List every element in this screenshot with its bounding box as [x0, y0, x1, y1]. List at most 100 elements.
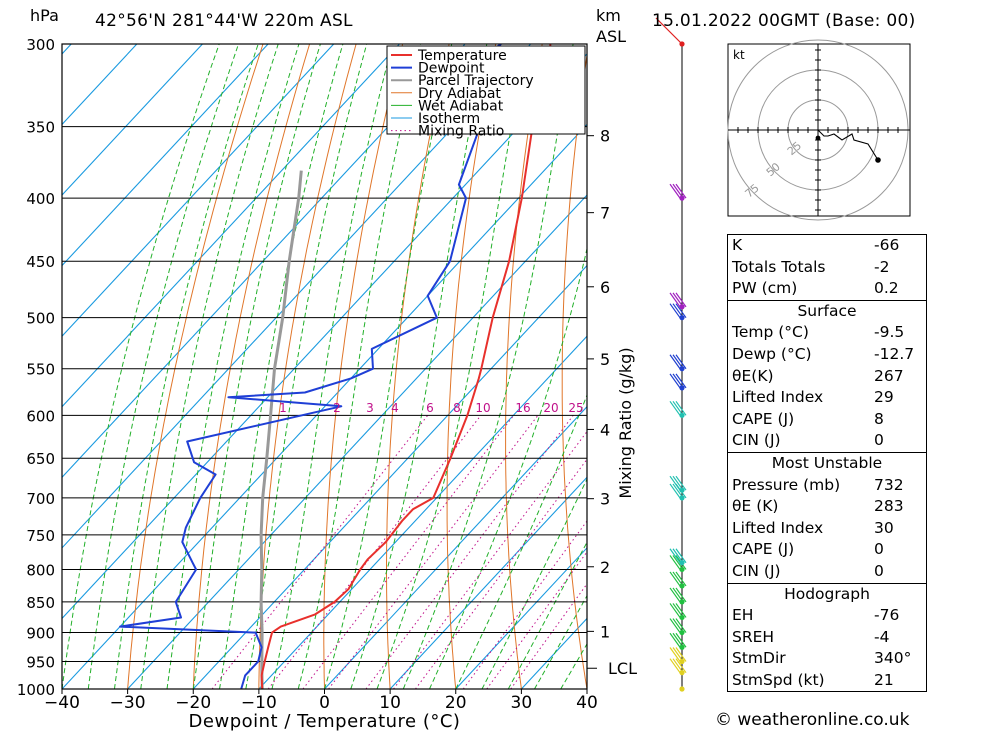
wind-barb: [672, 483, 684, 499]
wind-level-dot: [679, 495, 685, 501]
surface-title: Surface: [797, 301, 857, 320]
wind-level-dot: [679, 670, 685, 676]
legend-entry: Parcel Trajectory: [418, 73, 534, 89]
index-label: Totals Totals: [732, 257, 826, 276]
legend-entry: Mixing Ratio: [418, 124, 504, 140]
pressure-tick-label: 500: [26, 310, 55, 328]
wind-level-dot: [679, 487, 685, 493]
index-label: Lifted Index: [732, 518, 824, 537]
wet-adiabat-line: [350, 44, 488, 689]
wind-barb: [669, 400, 681, 416]
wind-barb: [672, 587, 684, 603]
mixing-ratio-line: [415, 458, 587, 689]
wind-barb: [675, 647, 687, 662]
wind-barb: [672, 475, 684, 491]
temperature-line: [260, 44, 552, 689]
index-row: θE(K) 267: [728, 366, 926, 388]
index-row: PW (cm) 0.2: [728, 278, 926, 300]
height-tick-label: 6: [600, 278, 610, 297]
dewpoint-line: [119, 44, 502, 689]
pressure-tick-label: 700: [26, 490, 55, 508]
wind-barb: [669, 373, 681, 389]
index-label: SREH: [732, 627, 775, 646]
isotherm-line: [258, 335, 587, 689]
index-value: -4: [874, 627, 890, 646]
wind-barb: [672, 658, 684, 674]
mixing-ratio-line: [267, 415, 482, 689]
dry-adiabat-line: [446, 44, 497, 689]
wind-barb: [672, 632, 684, 648]
index-value: 283: [874, 497, 904, 516]
wind-barb: [672, 303, 684, 319]
isotherm-line: [62, 44, 335, 337]
wet-adiabat-line: [507, 541, 587, 689]
index-row: Lifted Index 29: [728, 387, 926, 409]
wet-adiabat-line: [192, 44, 321, 689]
wind-barb: [672, 400, 684, 416]
dry-adiabat-line: [192, 44, 311, 689]
index-row: CAPE (J) 8: [728, 409, 926, 431]
wind-barb: [669, 303, 681, 319]
wind-barb: [669, 354, 681, 370]
wind-barb: [672, 548, 684, 564]
parcel-trajectory-line: [259, 170, 303, 689]
wind-level-dot: [679, 644, 685, 650]
legend-entry: Temperature: [417, 48, 507, 64]
isotherm-line: [62, 44, 466, 479]
index-row: CIN (J) 0: [728, 430, 926, 452]
index-row: StmSpd (kt) 21: [728, 670, 926, 692]
mixing-ratio-label: 2: [333, 401, 341, 415]
mixing-ratio-label: 4: [391, 401, 399, 415]
isotherm-line: [455, 547, 587, 689]
index-row: Lifted Index 30: [728, 518, 926, 540]
plot-area: [62, 44, 1000, 689]
height-tick-label: 7: [600, 204, 610, 223]
pressure-tick-label: 850: [26, 594, 55, 612]
legend-entry: Dewpoint: [418, 61, 485, 77]
hodograph-block: Hodograph EH -76 SREH -4 StmDir 340° StmSpd…: [727, 582, 927, 693]
legend-entry: Dry Adiabat: [418, 86, 501, 102]
mixing-ratio-axis-label: Mixing Ratio (g/kg): [616, 347, 635, 498]
pressure-tick-label: 400: [26, 190, 55, 208]
wind-barb: [669, 658, 681, 674]
index-row: CAPE (J) 0: [728, 539, 926, 561]
wind-barb: [672, 183, 684, 199]
wind-level-dot: [679, 366, 685, 372]
hodograph-title: Hodograph: [784, 584, 870, 603]
wind-barb: [669, 483, 681, 499]
wind-level-dot: [679, 614, 685, 621]
wind-barb: [672, 618, 684, 633]
wet-adiabat-line: [402, 44, 574, 689]
wind-barb: [675, 400, 687, 416]
dry-adiabat-line: [914, 44, 1000, 689]
index-value: 0: [874, 561, 884, 580]
wind-barb: [672, 603, 684, 618]
wet-adiabat-line: [87, 44, 239, 689]
pressure-tick-label: 300: [26, 36, 55, 54]
height-tick-label: 3: [600, 490, 610, 509]
isotherm-line: [62, 44, 532, 549]
mixing-ratio-label: 25: [568, 401, 583, 415]
index-value: -76: [874, 606, 900, 625]
wind-barb: [675, 632, 687, 648]
mixing-ratio-line: [365, 415, 574, 689]
index-label: CAPE (J): [732, 409, 795, 428]
wind-barb: [675, 475, 687, 491]
index-value: 267: [874, 366, 904, 385]
wind-barb: [675, 183, 687, 199]
x-tick-label: 10: [379, 693, 401, 713]
mixing-ratio-line: [328, 415, 539, 689]
wind-barb: [672, 647, 684, 662]
wind-barb: [672, 292, 684, 308]
mixing-ratio-label: 8: [453, 401, 461, 415]
height-tick-label: 2: [600, 558, 610, 577]
index-label: K: [732, 236, 743, 254]
wind-level-dot: [679, 304, 685, 310]
dry-adiabat-line: [505, 44, 543, 689]
index-row: Temp (°C) -9.5: [728, 322, 926, 344]
pressure-unit-label: hPa: [30, 6, 59, 25]
wind-barb: [655, 17, 683, 45]
hodograph-unit-label: kt: [733, 48, 745, 62]
